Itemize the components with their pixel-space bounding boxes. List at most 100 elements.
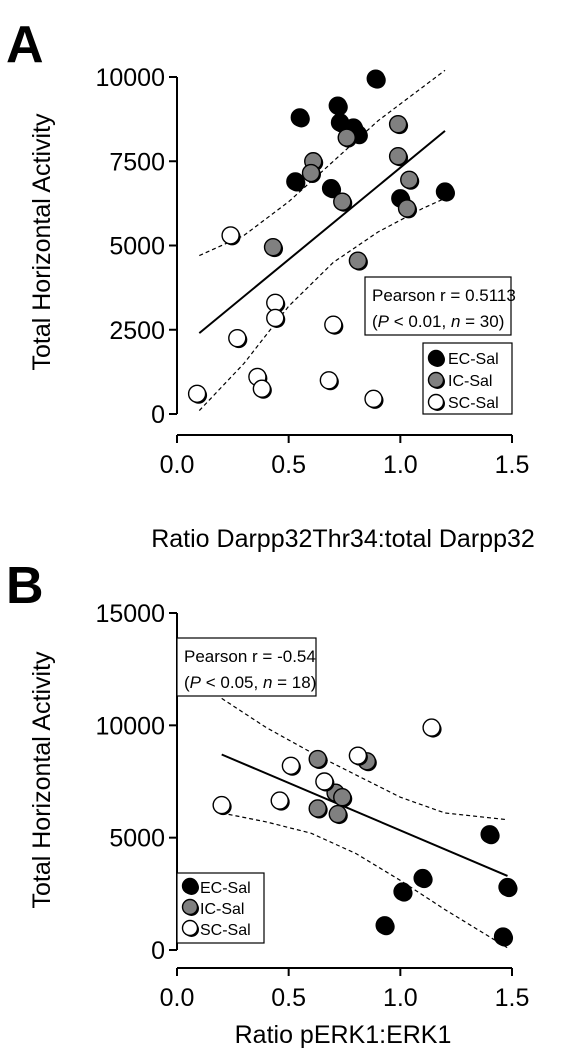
point-sc-sal — [315, 772, 334, 791]
point-sc-sal — [281, 756, 301, 775]
y-tick-label: 5000 — [109, 233, 165, 261]
panel-a-points — [187, 69, 455, 409]
legend-marker-ec — [427, 349, 445, 367]
x-tick-label: 0.5 — [271, 984, 306, 1012]
point-ic-sal — [388, 114, 408, 134]
point-ec-sal — [286, 172, 305, 191]
panel-b-points — [212, 718, 518, 947]
ci-lower-line — [221, 812, 508, 949]
point-ec-sal — [413, 868, 432, 888]
point-ic-sal — [337, 128, 356, 147]
x-tick-label: 1.5 — [495, 451, 530, 479]
point-sc-sal — [270, 791, 289, 810]
panel-a-stat-box: Pearson r = 0.5113 (P < 0.01, n = 30) — [364, 276, 516, 336]
point-ic-sal — [333, 192, 352, 211]
point-ec-sal — [290, 108, 310, 127]
panel-a-y-axis-label: Total Horizontal Activity — [28, 113, 56, 371]
point-ic-sal — [388, 146, 408, 166]
panel-b-x-axis-label: Ratio pERK1:ERK1 — [235, 1021, 452, 1049]
y-tick-label: 0 — [151, 937, 165, 965]
panel-a-y-ticks: 0 2500 5000 7500 10000 — [95, 64, 177, 429]
panel-a-stat-box-frame — [364, 276, 512, 336]
y-tick-label: 10000 — [95, 64, 165, 92]
point-ec-sal — [435, 182, 455, 201]
point-ic-sal — [308, 799, 327, 818]
legend-marker-ic — [427, 371, 445, 389]
panel-b-letter: B — [6, 557, 44, 615]
panel-b: B Total Horizontal Activity Ratio pERK1:… — [6, 557, 529, 1049]
y-tick-label: 10000 — [95, 712, 165, 740]
point-sc-sal — [324, 315, 343, 334]
panel-a-legend: EC-Sal IC-Sal SC-Sal — [422, 342, 513, 415]
y-tick-label: 15000 — [95, 600, 165, 628]
panel-a: A Total Horizontal Activity Ratio Darpp3… — [6, 16, 535, 553]
point-ec-sal — [493, 927, 513, 946]
point-ic-sal — [397, 199, 417, 218]
point-ec-sal — [321, 179, 341, 198]
panel-b-fit-lines — [221, 697, 508, 949]
panel-a-legend-ic: IC-Sal — [448, 373, 492, 390]
y-tick-label: 7500 — [109, 148, 165, 176]
x-tick-label: 1.0 — [383, 451, 418, 479]
point-ic-sal — [301, 163, 321, 183]
point-ic-sal — [263, 237, 283, 257]
y-tick-label: 2500 — [109, 317, 165, 345]
point-ec-sal — [366, 69, 385, 88]
ci-upper-line — [199, 69, 446, 257]
point-ic-sal — [308, 749, 327, 769]
panel-b-x-ticks: 0.0 0.5 1.0 1.5 — [160, 968, 530, 1012]
ci-lower-line — [198, 197, 446, 412]
point-sc-sal — [252, 379, 272, 398]
y-tick-label: 0 — [151, 401, 165, 429]
point-ec-sal — [375, 916, 394, 935]
x-tick-label: 1.0 — [383, 984, 418, 1012]
point-sc-sal — [348, 746, 368, 765]
point-sc-sal — [266, 293, 285, 312]
regression-line — [221, 753, 508, 877]
point-ic-sal — [400, 170, 419, 189]
point-ec-sal — [498, 877, 517, 897]
point-sc-sal — [212, 795, 231, 815]
point-sc-sal — [364, 389, 383, 409]
legend-marker-ec — [181, 877, 199, 895]
point-sc-sal — [319, 371, 339, 390]
panel-b-legend-ec: EC-Sal — [200, 880, 251, 897]
ci-upper-line — [221, 697, 508, 821]
point-ic-sal — [348, 251, 368, 270]
panel-a-pearson-r: Pearson r = 0.5113 — [372, 286, 516, 305]
x-tick-label: 0.5 — [271, 451, 306, 479]
panel-a-p-value: (P < 0.01, n = 30) — [372, 312, 504, 331]
point-ec-sal — [480, 825, 499, 844]
panel-b-legend-sc: SC-Sal — [200, 922, 251, 939]
panel-b-p-value: (P < 0.05, n = 18) — [184, 673, 316, 692]
panel-b-y-axis-label: Total Horizontal Activity — [28, 651, 56, 909]
panel-b-stat-box-frame — [176, 637, 317, 697]
point-sc-sal — [228, 328, 247, 348]
panel-a-x-ticks: 0.0 0.5 1.0 1.5 — [160, 435, 530, 479]
point-ic-sal — [328, 804, 347, 824]
point-sc-sal — [422, 718, 441, 737]
point-ic-sal — [333, 788, 352, 807]
panel-a-legend-ec: EC-Sal — [448, 351, 499, 368]
point-ec-sal — [328, 96, 347, 115]
legend-marker-sc — [181, 919, 199, 937]
point-ec-sal — [393, 882, 412, 901]
legend-marker-sc — [427, 393, 445, 411]
point-sc-sal — [221, 226, 240, 245]
panel-a-x-axis-label: Ratio Darpp32Thr34:total Darpp32 — [151, 525, 535, 553]
legend-marker-ic — [181, 898, 199, 916]
panel-b-pearson-r: Pearson r = -0.54 — [184, 647, 316, 666]
point-sc-sal — [266, 308, 285, 328]
panel-b-legend-ic: IC-Sal — [200, 901, 244, 918]
point-sc-sal — [187, 384, 207, 403]
x-tick-label: 1.5 — [495, 984, 530, 1012]
panel-a-legend-sc: SC-Sal — [448, 395, 499, 412]
x-tick-label: 0.0 — [160, 451, 195, 479]
panel-b-y-ticks: 0 5000 10000 15000 — [95, 600, 177, 965]
panel-b-stat-box: Pearson r = -0.54 (P < 0.05, n = 18) — [176, 637, 317, 697]
panel-a-letter: A — [6, 16, 44, 74]
x-tick-label: 0.0 — [160, 984, 195, 1012]
panel-b-legend: EC-Sal IC-Sal SC-Sal — [176, 872, 265, 944]
y-tick-label: 5000 — [109, 825, 165, 853]
